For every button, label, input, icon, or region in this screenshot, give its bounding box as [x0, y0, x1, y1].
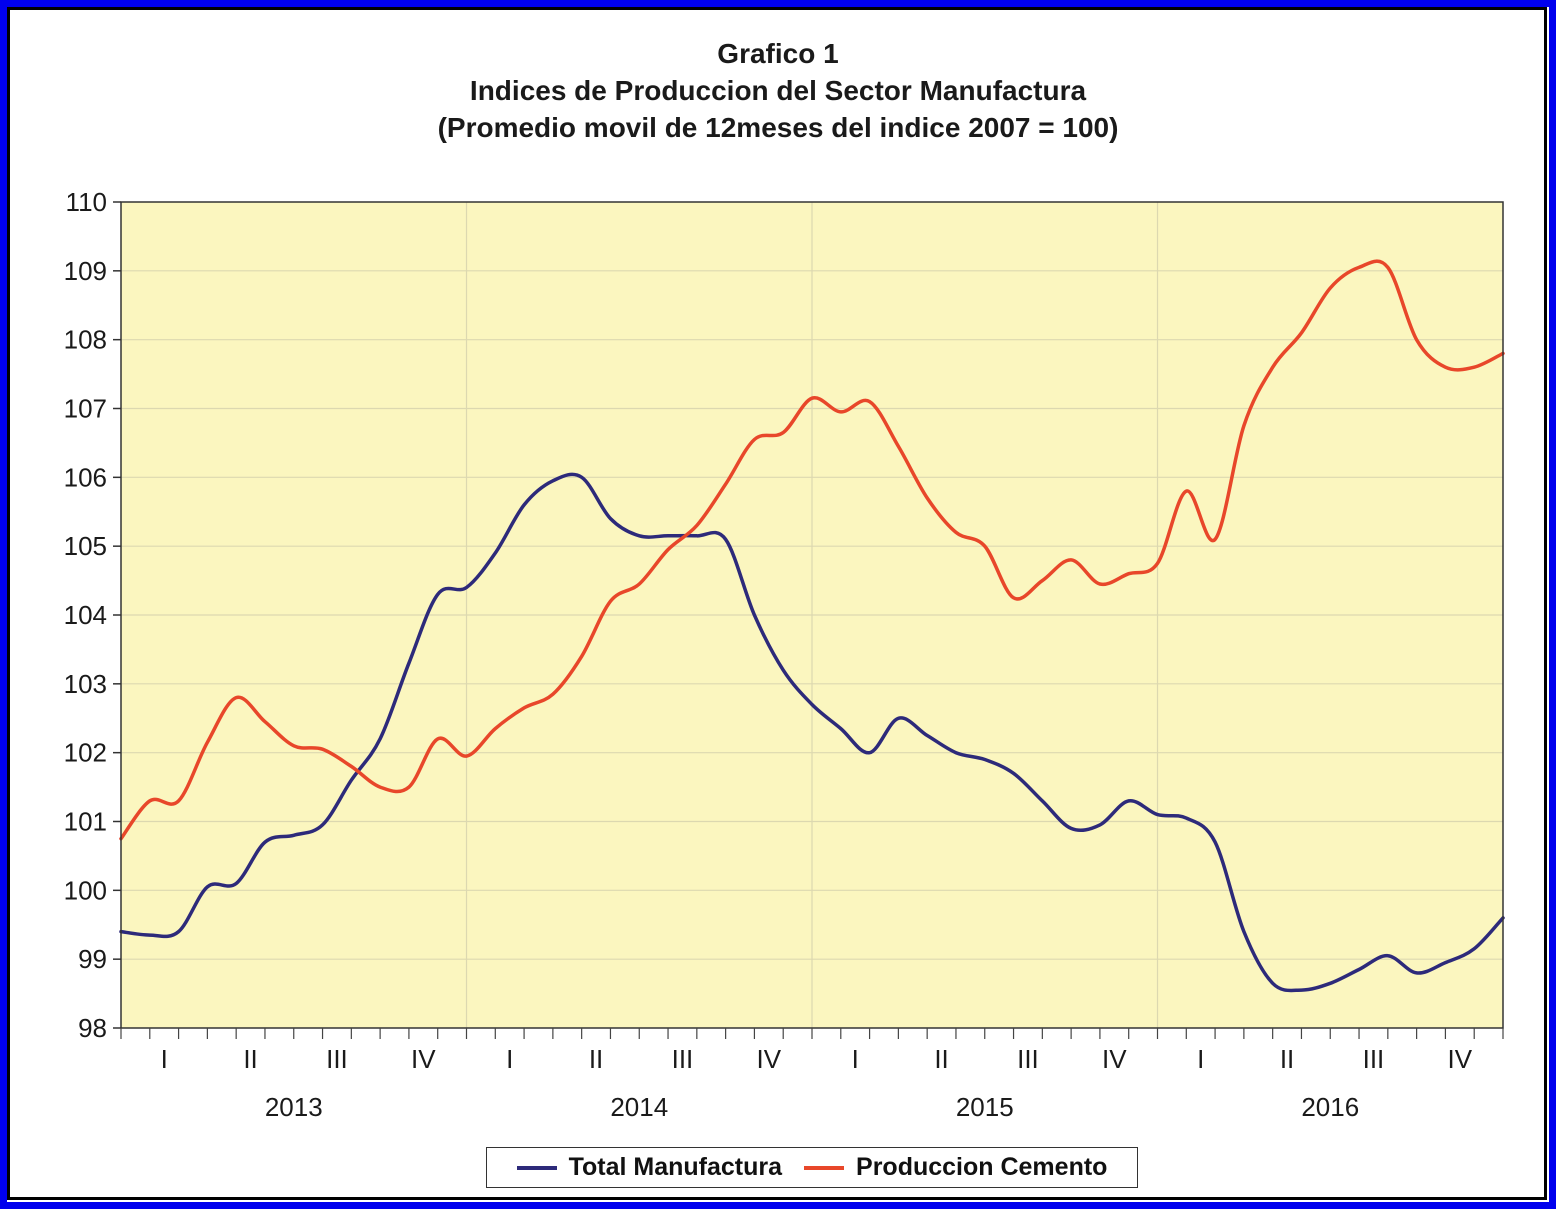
chart-title-line-1: Grafico 1 [717, 38, 839, 69]
x-quarter-label: I [506, 1044, 513, 1074]
x-quarter-label: III [326, 1044, 348, 1074]
y-tick-label: 105 [64, 531, 107, 561]
y-tick-label: 104 [64, 600, 107, 630]
grid-lines [121, 202, 1503, 1028]
x-quarter-label: IV [411, 1044, 436, 1074]
y-tick-label: 101 [64, 807, 107, 837]
x-quarter-label: III [1363, 1044, 1385, 1074]
x-quarter-label: IV [1102, 1044, 1127, 1074]
inner-frame [7, 7, 1547, 1200]
y-tick-label: 110 [66, 187, 107, 217]
chart-titles: Grafico 1 Indices de Produccion del Sect… [0, 35, 1556, 146]
x-quarter-label: I [852, 1044, 859, 1074]
y-tick-label: 98 [78, 1013, 107, 1043]
legend-item-produccion-cemento: Produccion Cemento [804, 1153, 1107, 1182]
y-tick-label: 108 [64, 325, 107, 355]
x-quarter-label: I [1197, 1044, 1204, 1074]
x-quarter-label: II [1280, 1044, 1294, 1074]
x-quarter-label: II [934, 1044, 948, 1074]
series-line-total-manufactura [119, 472, 1505, 993]
x-quarter-label: II [589, 1044, 603, 1074]
x-year-label: 2016 [1301, 1092, 1359, 1122]
x-year-label: 2014 [610, 1092, 668, 1122]
y-tick-label: 109 [64, 256, 107, 286]
x-quarter-label: II [243, 1044, 257, 1074]
legend: Total Manufactura Produccion Cemento [486, 1147, 1138, 1188]
x-year-label: 2013 [265, 1092, 323, 1122]
x-year-label: 2015 [956, 1092, 1014, 1122]
x-quarter-label: III [1017, 1044, 1039, 1074]
legend-label-total-manufactura: Total Manufactura [568, 1153, 783, 1181]
y-tick-label: 107 [64, 394, 107, 424]
y-axis: 98 99 100 101 102 103 104 105 106 107 108 109 110 [64, 187, 121, 1043]
legend-swatch-total-manufactura [516, 1165, 557, 1170]
x-quarter-label: IV [757, 1044, 782, 1074]
x-quarter-label: III [672, 1044, 694, 1074]
y-tick-label: 102 [64, 738, 107, 768]
chart-title-line-2: Indices de Produccion del Sector Manufac… [469, 75, 1087, 106]
legend-label-produccion-cemento: Produccion Cemento [856, 1153, 1108, 1181]
x-quarter-label: IV [1448, 1044, 1473, 1074]
legend-item-total-manufactura: Total Manufactura [516, 1153, 783, 1182]
series-line-produccion-cemento [119, 259, 1505, 841]
y-tick-label: 103 [64, 669, 107, 699]
chart-title-line-3: (Promedio movil de 12meses del indice 20… [437, 112, 1119, 143]
y-tick-label: 99 [78, 944, 107, 974]
series-lines [119, 259, 1505, 993]
y-tick-label: 106 [64, 462, 107, 492]
legend-swatch-produccion-cemento [804, 1165, 845, 1170]
y-tick-label: 100 [64, 875, 107, 905]
x-quarter-label: I [161, 1044, 168, 1074]
